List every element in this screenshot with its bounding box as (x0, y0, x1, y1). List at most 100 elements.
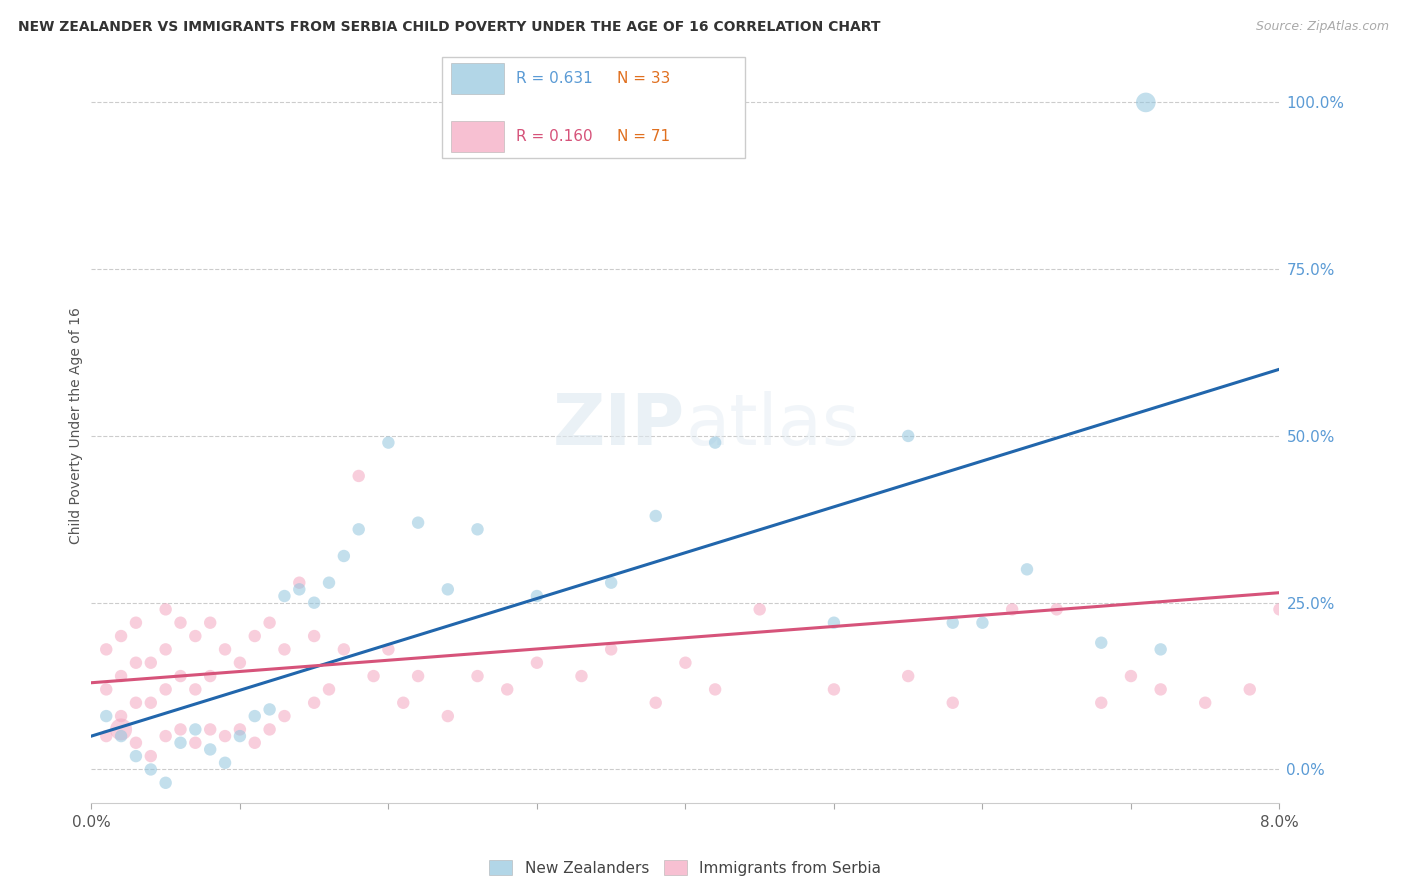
Text: R = 0.160: R = 0.160 (516, 129, 592, 144)
Point (392, 696, 415, 710)
Point (139, 656, 162, 670)
Point (229, 723, 252, 737)
Point (406, 516, 429, 530)
Point (288, 575, 311, 590)
Point (96, 729, 118, 743)
Text: ZIP: ZIP (553, 392, 685, 460)
Point (823, 682, 845, 697)
Text: N = 71: N = 71 (616, 129, 669, 144)
Point (897, 669, 920, 683)
Point (644, 696, 666, 710)
Point (169, 736, 191, 750)
Point (302, 596, 325, 610)
Point (155, 642, 177, 657)
Point (125, 615, 148, 630)
Point (600, 575, 623, 590)
Point (214, 729, 236, 743)
Point (243, 709, 266, 723)
Point (377, 435, 399, 450)
Point (467, 669, 489, 683)
Point (110, 629, 132, 643)
Point (600, 642, 623, 657)
Point (184, 682, 207, 697)
Point (125, 656, 148, 670)
Point (96, 709, 118, 723)
Point (96, 642, 118, 657)
Point (436, 709, 458, 723)
Point (1239, 682, 1261, 697)
Point (942, 696, 965, 710)
Text: atlas: atlas (685, 392, 860, 460)
Point (406, 669, 429, 683)
Text: Source: ZipAtlas.com: Source: ZipAtlas.com (1256, 20, 1389, 33)
Point (139, 763, 162, 777)
Point (96, 682, 118, 697)
Point (155, 682, 177, 697)
Point (110, 709, 132, 723)
Point (1119, 669, 1142, 683)
Point (273, 642, 295, 657)
Point (288, 582, 311, 597)
Point (347, 522, 370, 536)
FancyBboxPatch shape (451, 62, 503, 95)
Point (748, 602, 770, 616)
Point (436, 582, 458, 597)
Point (526, 656, 548, 670)
Point (467, 522, 489, 536)
Point (1090, 636, 1112, 650)
Point (972, 615, 994, 630)
Point (302, 629, 325, 643)
Point (571, 669, 593, 683)
Point (110, 729, 132, 743)
Point (243, 736, 266, 750)
Text: N = 33: N = 33 (616, 71, 669, 86)
Point (169, 723, 191, 737)
Point (125, 749, 148, 764)
Point (1194, 696, 1216, 710)
Point (1001, 602, 1024, 616)
Point (1090, 696, 1112, 710)
Point (229, 729, 252, 743)
Point (1149, 642, 1171, 657)
Point (110, 669, 132, 683)
Point (1268, 602, 1291, 616)
Point (363, 669, 385, 683)
Point (184, 723, 207, 737)
Point (1046, 602, 1069, 616)
Point (169, 615, 191, 630)
Point (139, 749, 162, 764)
Point (1015, 562, 1038, 576)
Point (200, 669, 222, 683)
Point (673, 656, 696, 670)
Point (897, 429, 920, 443)
Point (214, 642, 236, 657)
Point (229, 656, 252, 670)
Point (243, 629, 266, 643)
FancyBboxPatch shape (441, 56, 745, 159)
Point (184, 736, 207, 750)
Point (1149, 682, 1171, 697)
Point (1135, 95, 1157, 110)
Point (139, 696, 162, 710)
Point (110, 723, 132, 737)
Text: NEW ZEALANDER VS IMMIGRANTS FROM SERBIA CHILD POVERTY UNDER THE AGE OF 16 CORREL: NEW ZEALANDER VS IMMIGRANTS FROM SERBIA … (18, 20, 880, 34)
Point (318, 575, 340, 590)
Point (526, 589, 548, 603)
Point (377, 642, 399, 657)
Point (1343, 602, 1365, 616)
Point (125, 696, 148, 710)
Legend: New Zealanders, Immigrants from Serbia: New Zealanders, Immigrants from Serbia (484, 854, 887, 882)
Point (259, 615, 281, 630)
Point (259, 723, 281, 737)
Point (125, 736, 148, 750)
Point (200, 742, 222, 756)
Point (200, 723, 222, 737)
Point (259, 702, 281, 716)
Point (704, 682, 727, 697)
Point (333, 549, 356, 563)
Text: R = 0.631: R = 0.631 (516, 71, 592, 86)
Point (155, 729, 177, 743)
Point (333, 642, 356, 657)
Point (1298, 682, 1320, 697)
Point (155, 776, 177, 790)
